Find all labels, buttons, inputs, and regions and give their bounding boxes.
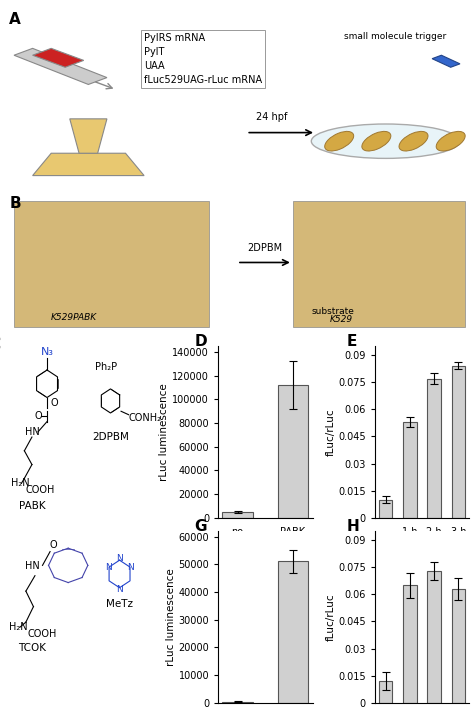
Ellipse shape xyxy=(436,131,465,151)
Ellipse shape xyxy=(362,131,391,151)
Text: COOH: COOH xyxy=(26,486,55,496)
Text: K529: K529 xyxy=(330,315,353,324)
Text: small molecule trigger: small molecule trigger xyxy=(344,33,446,41)
FancyBboxPatch shape xyxy=(293,201,465,327)
Text: MeTz: MeTz xyxy=(106,599,133,608)
Text: E: E xyxy=(346,334,357,349)
Text: D: D xyxy=(194,334,207,349)
Y-axis label: fLuc/rLuc: fLuc/rLuc xyxy=(325,593,335,640)
Text: PABK: PABK xyxy=(18,501,45,511)
Bar xyxy=(379,500,392,518)
Y-axis label: rLuc luminescence: rLuc luminescence xyxy=(159,383,169,481)
Bar xyxy=(452,366,465,518)
Text: Ph₂P: Ph₂P xyxy=(95,361,118,371)
Text: G: G xyxy=(194,519,207,534)
Polygon shape xyxy=(70,119,107,153)
Polygon shape xyxy=(432,55,460,67)
Text: O: O xyxy=(49,540,57,550)
Bar xyxy=(452,589,465,703)
FancyBboxPatch shape xyxy=(14,201,209,327)
Text: 2DPBM: 2DPBM xyxy=(247,243,283,253)
Bar xyxy=(428,571,441,703)
Ellipse shape xyxy=(311,124,460,158)
Text: N: N xyxy=(127,562,134,572)
Text: CONH₂: CONH₂ xyxy=(128,413,162,423)
Text: HN: HN xyxy=(25,561,39,571)
Bar xyxy=(222,512,253,518)
Text: N₃: N₃ xyxy=(41,346,54,356)
Bar xyxy=(379,681,392,703)
Text: O: O xyxy=(34,411,42,422)
Ellipse shape xyxy=(325,131,354,151)
Text: N: N xyxy=(106,562,112,572)
Bar xyxy=(222,701,253,703)
Text: C: C xyxy=(0,337,1,352)
Text: TCOK: TCOK xyxy=(18,643,46,653)
Text: N: N xyxy=(116,585,123,594)
Text: substrate: substrate xyxy=(311,307,354,316)
Ellipse shape xyxy=(399,131,428,151)
Bar xyxy=(403,585,417,703)
Polygon shape xyxy=(33,153,144,175)
Text: H₂N: H₂N xyxy=(11,479,29,488)
Text: A: A xyxy=(9,12,21,27)
Bar xyxy=(278,385,308,518)
Text: HN: HN xyxy=(25,427,39,437)
Polygon shape xyxy=(33,48,84,67)
Text: 24 hpf: 24 hpf xyxy=(256,112,288,122)
Bar xyxy=(428,378,441,518)
Text: 2DPBM: 2DPBM xyxy=(416,562,451,572)
Y-axis label: fLuc/rLuc: fLuc/rLuc xyxy=(325,408,335,456)
Text: H: H xyxy=(346,519,359,534)
Text: K529PABK: K529PABK xyxy=(51,312,97,322)
Text: H₂N: H₂N xyxy=(9,622,28,633)
Text: B: B xyxy=(9,197,21,212)
Text: PyIRS mRNA
PylT
UAA
fLuc529UAG-rLuc mRNA: PyIRS mRNA PylT UAA fLuc529UAG-rLuc mRNA xyxy=(144,33,262,85)
Text: 2DPBM: 2DPBM xyxy=(92,432,129,442)
Text: N: N xyxy=(116,554,123,563)
Y-axis label: rLuc luminescence: rLuc luminescence xyxy=(165,568,175,666)
Bar xyxy=(278,562,308,703)
Bar xyxy=(403,422,417,518)
Text: O: O xyxy=(50,398,58,408)
Polygon shape xyxy=(14,48,107,84)
Text: COOH: COOH xyxy=(27,629,57,639)
